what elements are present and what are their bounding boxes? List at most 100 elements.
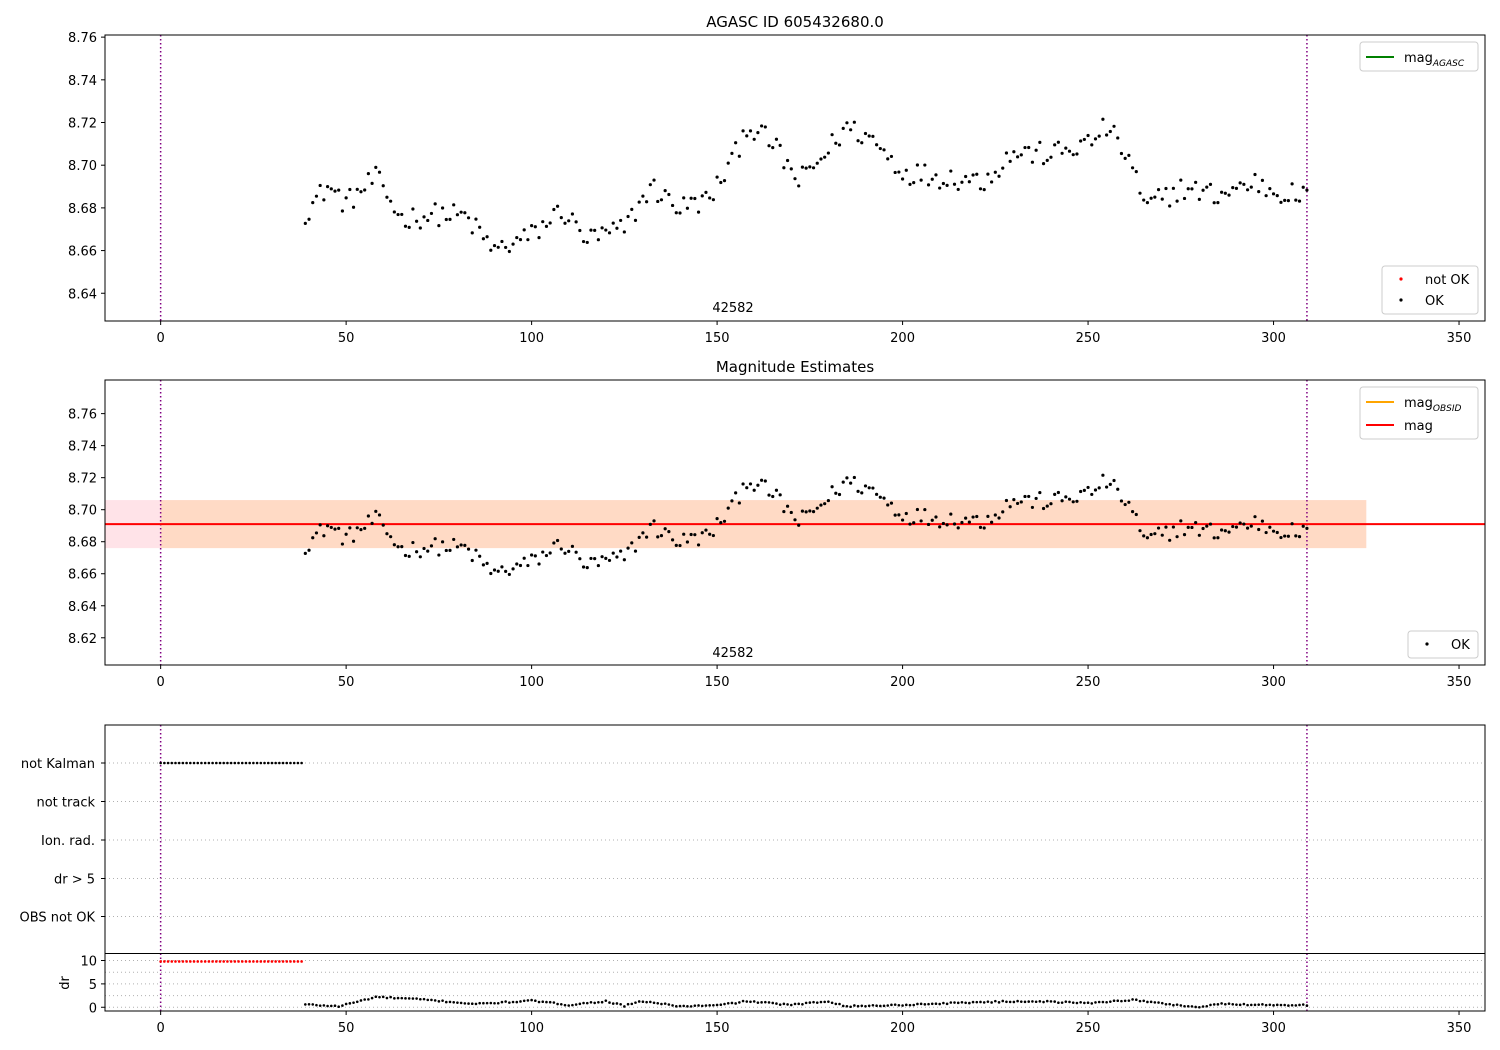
estimates-data-point (1245, 526, 1250, 530)
dr-ok-point (1142, 999, 1146, 1003)
estimates-data-point (696, 543, 701, 547)
dr-ok-point (1246, 1003, 1249, 1007)
agasc-data-point (355, 187, 359, 191)
estimates-data-point (1257, 527, 1261, 532)
estimates-data-point (1168, 538, 1172, 542)
agasc-data-point (823, 155, 827, 159)
dr-ok-point (994, 999, 997, 1003)
flags-flagged-point (263, 761, 266, 765)
agasc-ytick-label: 8.66 (68, 245, 97, 260)
dr-ok-point (1094, 1001, 1097, 1004)
estimates-data-point (900, 518, 905, 522)
estimates-data-point (964, 516, 968, 520)
dr-ok-point (882, 1004, 886, 1008)
estimates-data-point (1023, 494, 1027, 499)
estimates-data-point (1190, 525, 1194, 530)
estimates-data-point (1297, 535, 1302, 539)
agasc-data-point (1112, 124, 1116, 128)
agasc-data-point (389, 199, 393, 203)
estimates-data-point (340, 542, 345, 546)
estimates-data-point (492, 568, 497, 572)
dr-ok-point (344, 1002, 348, 1006)
agasc-data-point (956, 187, 960, 192)
dr-ok-point (849, 1005, 852, 1009)
agasc-data-point (1142, 198, 1146, 202)
estimates-data-point (426, 549, 430, 553)
dr-ok-point (789, 1003, 793, 1007)
dr-ok-point (541, 1000, 545, 1004)
agasc-data-point (941, 181, 945, 186)
agasc-data-point (949, 169, 953, 173)
agasc-data-point (834, 141, 838, 145)
dr-xtick-label: 300 (1261, 1021, 1286, 1036)
agasc-data-point (1168, 204, 1172, 208)
agasc-data-point (303, 221, 307, 226)
dr-ok-point (660, 1002, 663, 1006)
agasc-ytick-label: 8.72 (68, 117, 97, 132)
dr-ok-point (942, 1001, 945, 1005)
estimates-data-point (314, 531, 319, 535)
agasc-data-point (366, 172, 370, 176)
agasc-data-point (1090, 143, 1094, 147)
estimates-data-point (693, 533, 697, 537)
dr-not-ok-point (181, 960, 185, 963)
estimates-data-point (1294, 534, 1298, 538)
agasc-data-point (797, 184, 801, 188)
estimates-data-point (886, 503, 890, 507)
estimates-data-point (381, 523, 385, 527)
estimates-data-point (730, 499, 734, 503)
agasc-data-point (960, 180, 964, 184)
agasc-data-point (433, 202, 437, 206)
estimates-data-point (1286, 534, 1290, 538)
flags-ticks: not Kalman not track Ion. rad. dr > 5 OBS no… (20, 757, 105, 926)
dr-ok-point (430, 998, 433, 1002)
dr-ok-point (519, 1000, 522, 1003)
flags-flagged-point (266, 761, 270, 765)
dr-ok-point (341, 1004, 344, 1007)
agasc-data-point (889, 154, 894, 159)
dr-ok-point (571, 1003, 574, 1007)
dr-ok-point (656, 1001, 660, 1005)
dr-ok-point (508, 1001, 511, 1004)
estimates-data-point (1205, 524, 1209, 528)
dr-ok-point (493, 1001, 496, 1005)
dr-axis-label: dr (58, 976, 73, 990)
flags-flagged-point (189, 761, 192, 765)
agasc-data-point (615, 226, 619, 230)
dr-ok-point (485, 1001, 489, 1005)
agasc-data-point (1294, 198, 1298, 202)
agasc-data-point (407, 225, 411, 229)
dr-ok-point (979, 1000, 982, 1004)
estimates-data-point (930, 518, 934, 522)
dr-not-ok-point (177, 960, 181, 963)
estimates-data-point (437, 553, 441, 557)
estimates-data-point (1194, 520, 1198, 525)
dr-ok-point (589, 1000, 593, 1004)
estimates-data-point (982, 526, 986, 530)
agasc-xtick-label: 200 (890, 331, 915, 346)
estimates-ytick-label: 8.68 (68, 536, 97, 551)
dr-ok-point (359, 999, 363, 1002)
agasc-data-point (760, 124, 764, 128)
estimates-data-point (389, 535, 393, 539)
estimates-data-point (318, 523, 322, 527)
agasc-data-point (496, 245, 500, 249)
dr-ok-point (801, 1003, 804, 1006)
dr-ok-point (415, 997, 418, 1000)
dr-not-ok-point (196, 960, 200, 963)
agasc-data-point (1220, 190, 1224, 194)
estimates-data-point (1086, 485, 1090, 490)
estimates-data-point (1060, 499, 1064, 503)
agasc-data-point (826, 151, 830, 155)
dr-not-ok-point (255, 960, 259, 963)
dr-ok-point (1216, 1003, 1220, 1006)
estimates-data-point (834, 491, 838, 495)
agasc-data-point (737, 154, 741, 158)
dr-ok-point (997, 1001, 1001, 1004)
agasc-data-point (663, 189, 667, 193)
estimates-data-point (459, 543, 463, 547)
dr-ok-point (419, 997, 422, 1001)
agasc-data-point (363, 188, 367, 192)
flags-flagged-point (252, 761, 255, 765)
